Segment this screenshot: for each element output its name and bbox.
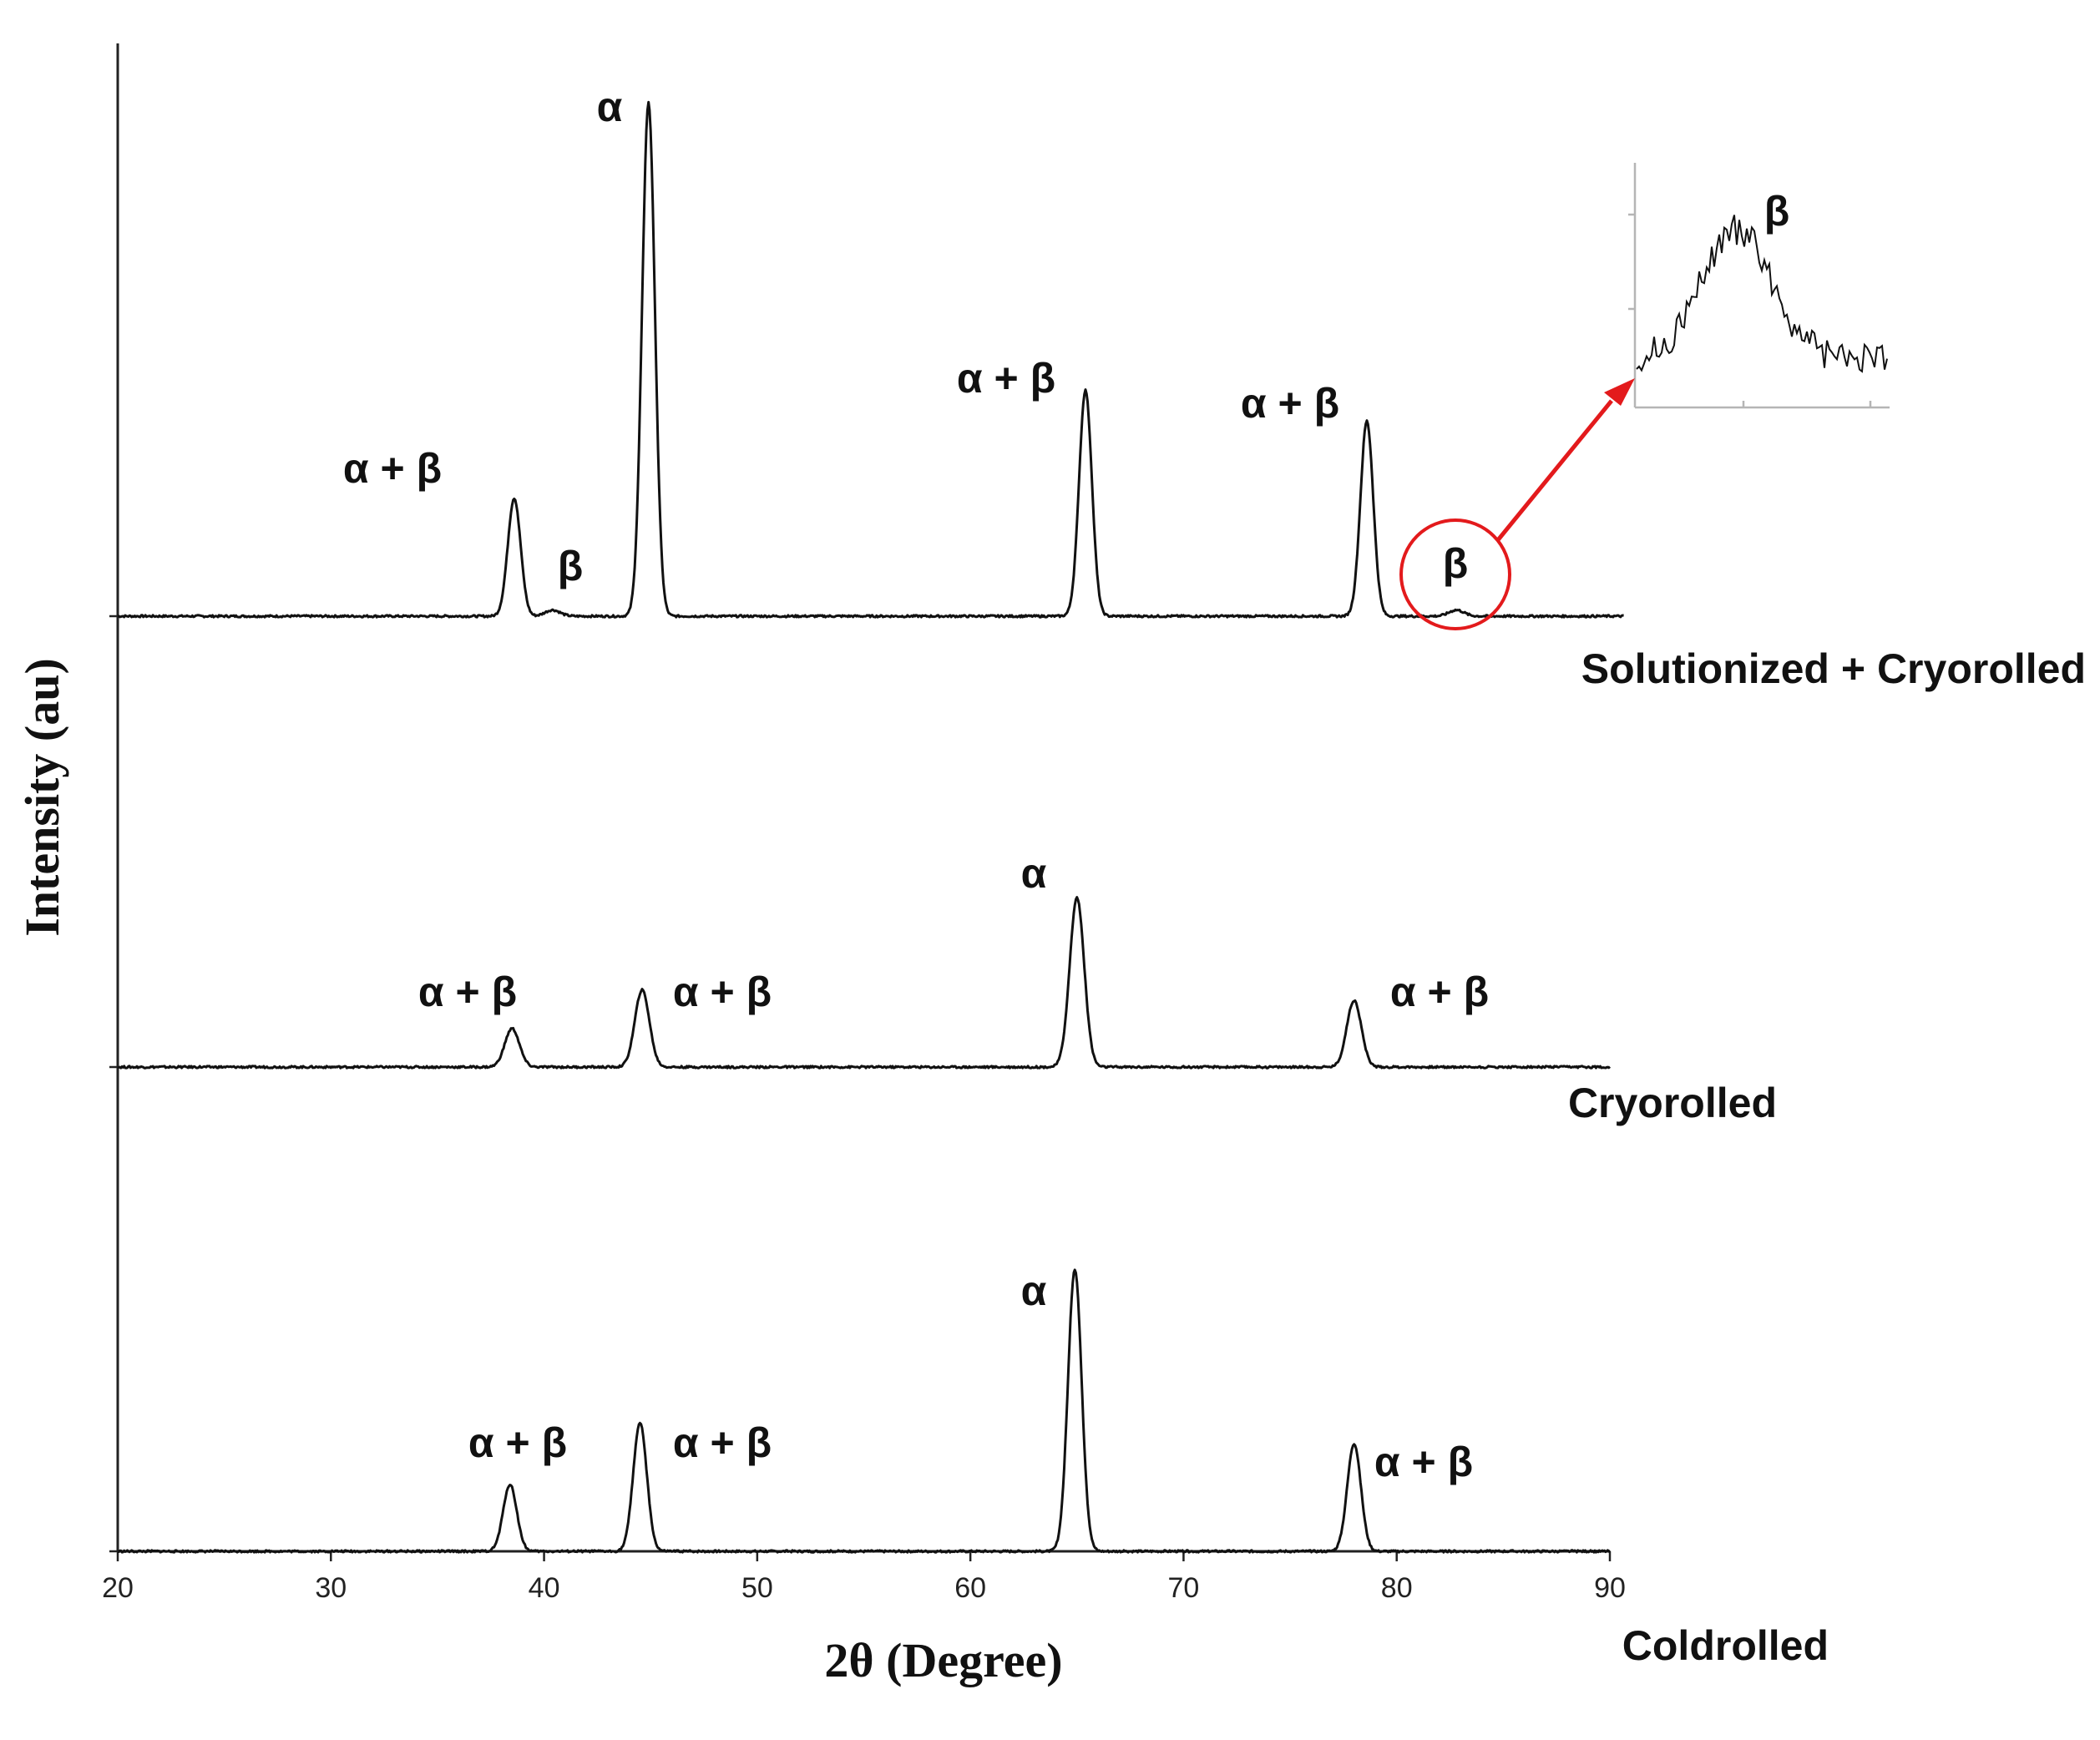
peak-label: α + β: [957, 355, 1055, 402]
x-tick-label: 30: [315, 1572, 347, 1604]
x-tick-label: 90: [1594, 1572, 1626, 1604]
peak-label: α: [1021, 850, 1047, 897]
series-trace: [117, 896, 1612, 1070]
series-name: Solutionized + Cryorolled: [1581, 645, 2086, 692]
highlight-arrow-line: [1495, 399, 1613, 543]
inset-trace: [1636, 215, 1888, 373]
peak-label: α + β: [673, 969, 772, 1015]
x-tick-label: 50: [741, 1572, 773, 1604]
x-tick-label: 60: [954, 1572, 986, 1604]
peak-label: β: [1443, 540, 1469, 587]
x-tick-label: 20: [102, 1572, 134, 1604]
peak-label: α: [1021, 1267, 1047, 1314]
inset-peak-label: β: [1764, 188, 1790, 235]
series-name: Coldrolled: [1622, 1622, 1829, 1669]
peak-label: α + β: [468, 1419, 567, 1466]
peak-label: α + β: [673, 1419, 772, 1466]
series-trace: [117, 100, 1624, 619]
x-tick-label: 40: [529, 1572, 560, 1604]
peak-label: β: [558, 543, 584, 589]
peak-label: α + β: [1390, 969, 1489, 1015]
peak-label: α + β: [343, 445, 442, 492]
series-name: Cryorolled: [1568, 1080, 1777, 1126]
x-tick-label: 80: [1381, 1572, 1413, 1604]
x-axis-title: 2θ (Degree): [824, 1633, 1062, 1687]
peak-label: α + β: [418, 969, 517, 1015]
series-trace: [117, 1268, 1612, 1554]
series-names: Solutionized + Cryorolled Cryorolled Coldr…: [1568, 645, 2086, 1669]
peak-labels: α + β β α α + β α + β β α + β α + β α α + β α + β α…: [343, 83, 1489, 1485]
peak-label: α: [597, 83, 623, 130]
y-axis-title: Intensity (au): [15, 658, 69, 937]
highlight-arrowhead: [1604, 378, 1635, 406]
inset-plot: β: [1628, 163, 1890, 409]
traces: [117, 100, 1624, 1554]
peak-label: α + β: [1241, 380, 1339, 427]
peak-label: α + β: [1374, 1439, 1473, 1485]
x-tick-label: 70: [1168, 1572, 1200, 1604]
x-ticks: 20 30 40 50 60 70 80 90: [102, 1551, 1626, 1604]
highlight-circle: [1399, 518, 1511, 630]
y-ticks: [109, 615, 118, 1553]
